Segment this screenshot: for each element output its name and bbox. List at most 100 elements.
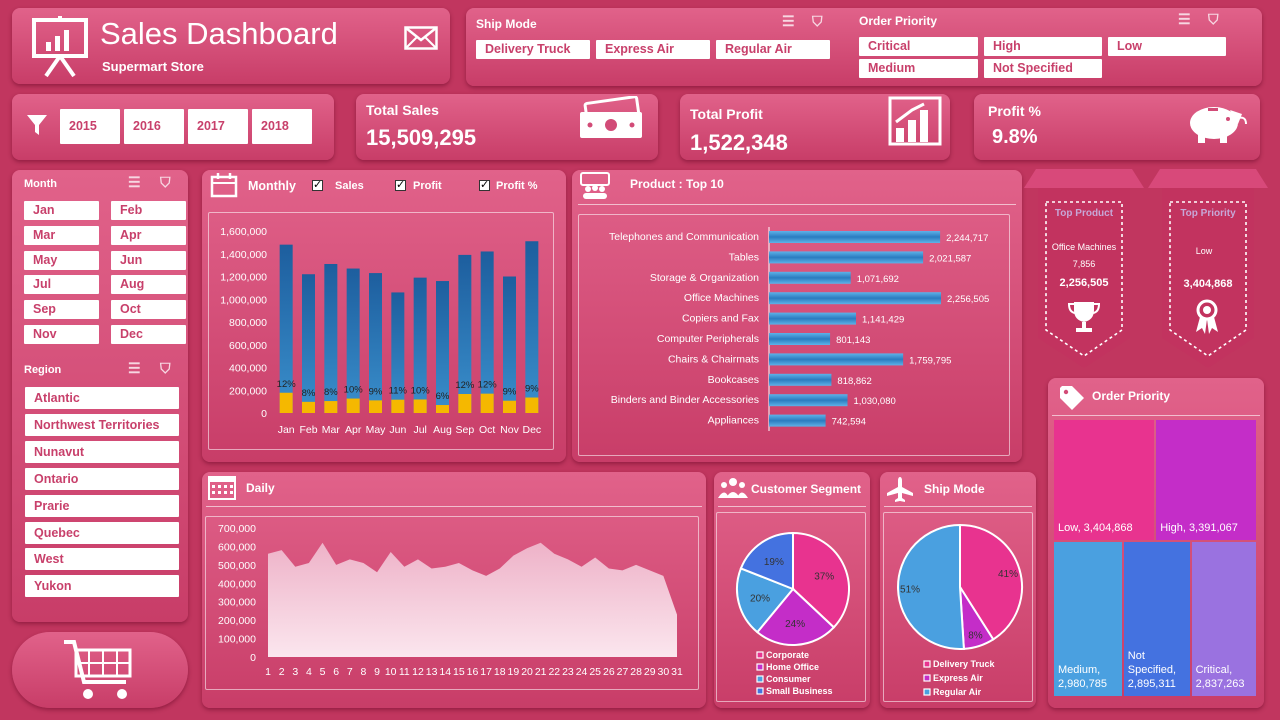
year-option[interactable]: 2016 <box>124 109 184 144</box>
ship-mode-option[interactable]: Express Air <box>596 40 710 59</box>
product-value-label: 1,030,080 <box>854 396 896 407</box>
monthly-plot-area: 0 200,000 400,000 600,000 800,000 1,000,000 1,… <box>208 212 554 450</box>
year-option[interactable]: 2015 <box>60 109 120 144</box>
x-tick-label: 26 <box>603 666 615 678</box>
sales-checkbox[interactable] <box>312 178 323 191</box>
x-tick-label: Dec <box>522 424 541 436</box>
segment-plot-area: 37% 24% 20% 19% Corporate Home Office Consumer… <box>716 512 866 702</box>
legend-swatch <box>923 688 931 696</box>
multiselect-icon[interactable]: ☰ <box>128 360 143 376</box>
region-option[interactable]: Quebec <box>25 521 179 544</box>
x-tick-label: 1 <box>265 666 271 678</box>
y-tick-label: 400,000 <box>229 363 267 375</box>
month-option[interactable]: Apr <box>111 225 186 245</box>
top-products-title: Product : Top 10 <box>630 177 724 191</box>
year-filter-panel: 2015 2016 2017 2018 <box>12 94 334 160</box>
pie-value-label: 24% <box>785 619 805 630</box>
kpi-total-profit: Total Profit 1,522,348 <box>680 94 950 160</box>
ship-mode-option[interactable]: Delivery Truck <box>476 40 590 59</box>
x-tick-label: 12 <box>412 666 424 678</box>
month-option[interactable]: Jun <box>111 250 186 270</box>
kpi-title: Profit % <box>988 103 1041 119</box>
month-option[interactable]: Oct <box>111 300 186 320</box>
x-tick-label: 17 <box>480 666 492 678</box>
month-option[interactable]: Dec <box>111 325 186 344</box>
priority-option[interactable]: Not Specified <box>984 59 1102 78</box>
priority-option[interactable]: High <box>984 37 1102 56</box>
legend-swatch <box>756 675 764 683</box>
priority-option[interactable]: Critical <box>859 37 978 56</box>
pie-slice <box>792 531 850 629</box>
year-option[interactable]: 2018 <box>252 109 312 144</box>
priority-option[interactable]: Low <box>1108 37 1226 56</box>
top-filter-panel: Ship Mode ☰ ⛉ Delivery Truck Express Air… <box>466 8 1262 86</box>
region-option[interactable]: West <box>25 548 179 571</box>
mail-icon[interactable] <box>404 26 438 50</box>
treemap-label: Low, 3,404,868 <box>1058 521 1133 534</box>
region-option[interactable]: Ontario <box>25 467 179 490</box>
clear-filter-icon[interactable]: ⛉ <box>160 360 173 376</box>
region-option[interactable]: Northwest Territories <box>25 413 179 436</box>
priority-option[interactable]: Medium <box>859 59 978 78</box>
ship-mode-chart-title: Ship Mode <box>924 482 985 496</box>
region-option[interactable]: Yukon <box>25 575 179 598</box>
year-option[interactable]: 2017 <box>188 109 248 144</box>
trophy-icon <box>1067 302 1101 332</box>
daily-title: Daily <box>246 481 275 495</box>
product-bar <box>769 251 924 264</box>
treemap-label: Not Specified, 2,895,311 <box>1127 649 1177 690</box>
multiselect-icon[interactable]: ☰ <box>128 174 143 190</box>
legend-label: Small Business <box>766 686 833 696</box>
month-option[interactable]: Sep <box>24 300 99 320</box>
region-filter-title: Region <box>24 364 62 376</box>
pie-value-label: 8% <box>968 631 983 642</box>
y-tick-label: 700,000 <box>218 523 256 535</box>
profit-percent-label: 9% <box>369 386 383 397</box>
product-value-label: 2,244,717 <box>946 233 988 244</box>
x-tick-label: Jun <box>389 424 406 436</box>
legend-swatch <box>756 651 764 659</box>
monthly-title: Monthly <box>248 179 296 193</box>
x-tick-label: 8 <box>361 666 367 678</box>
profit-checkbox[interactable] <box>395 178 406 191</box>
month-option[interactable]: Jul <box>24 275 99 295</box>
sales-bar <box>458 254 472 413</box>
clear-filter-icon[interactable]: ⛉ <box>812 13 825 29</box>
x-tick-label: 29 <box>644 666 656 678</box>
profit-percent-label: 9% <box>503 387 517 398</box>
y-tick-label: 200,000 <box>218 615 256 627</box>
order-priority-filter-title: Order Priority <box>859 14 938 28</box>
month-option[interactable]: Jan <box>24 201 99 220</box>
multiselect-icon[interactable]: ☰ <box>1178 11 1193 27</box>
month-option[interactable]: May <box>24 250 99 270</box>
x-tick-label: 6 <box>333 666 339 678</box>
month-option[interactable]: Aug <box>111 275 186 295</box>
y-tick-label: 300,000 <box>218 597 256 609</box>
kpi-value: 9.8% <box>992 126 1038 148</box>
month-option[interactable]: Nov <box>24 325 99 344</box>
legend-swatch <box>756 663 764 671</box>
clear-filter-icon[interactable]: ⛉ <box>160 174 173 190</box>
region-option[interactable]: Prarie <box>25 494 179 517</box>
top-products-chart: Telephones and Communication 2,244,717 Tab… <box>609 227 989 431</box>
region-option[interactable]: Nunavut <box>25 440 179 463</box>
top-products-panel: Product : Top 10 Telephones and Communic… <box>572 170 1022 462</box>
month-filter-title: Month <box>24 178 57 190</box>
x-tick-label: 7 <box>347 666 353 678</box>
ribbon-product-value: 2,256,505 <box>1060 277 1109 289</box>
region-option[interactable]: Atlantic <box>25 387 179 409</box>
x-tick-label: Jul <box>413 424 426 436</box>
monthly-chart: 0 200,000 400,000 600,000 800,000 1,000,000 1,… <box>220 226 541 436</box>
clear-filter-icon[interactable]: ⛉ <box>1208 11 1221 27</box>
month-option[interactable]: Mar <box>24 225 99 245</box>
ship-mode-option[interactable]: Regular Air <box>716 40 830 59</box>
profit-percent-checkbox[interactable] <box>479 178 490 191</box>
multiselect-icon[interactable]: ☰ <box>782 13 797 29</box>
product-bar <box>769 333 831 345</box>
product-value-label: 818,862 <box>837 376 871 387</box>
month-option[interactable]: Feb <box>111 201 186 220</box>
profit-bar <box>346 398 360 413</box>
legend-label: Regular Air <box>933 687 982 697</box>
pie-slice <box>755 587 836 646</box>
cart-panel[interactable] <box>12 632 188 708</box>
